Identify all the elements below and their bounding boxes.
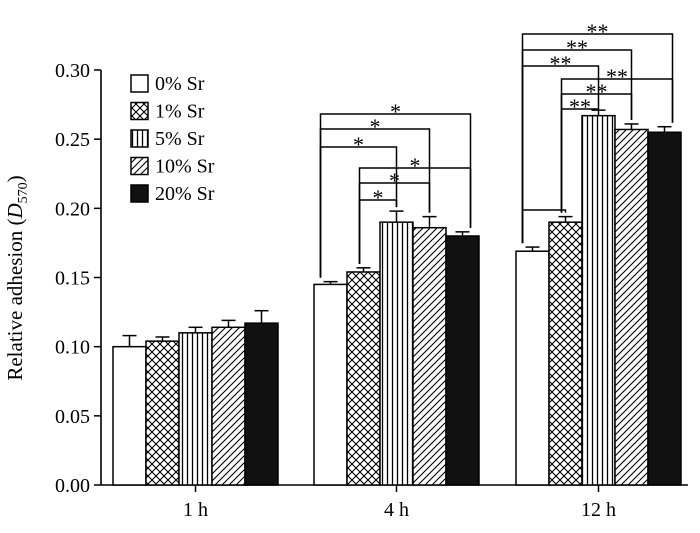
legend-label: 10% Sr [155, 156, 215, 178]
significance-bracket [319, 146, 398, 278]
bar [548, 221, 583, 486]
legend-label: 1% Sr [155, 101, 205, 123]
legend-swatch [130, 184, 149, 203]
y-axis-title-text: Relative adhesion [3, 230, 27, 380]
significance-label: * [370, 114, 381, 139]
x-tick-label: 4 h [384, 499, 409, 521]
x-tick-label: 1 h [183, 499, 208, 521]
significance-bracket [358, 199, 398, 264]
y-tick-label: 0.25 [55, 129, 90, 151]
bar [515, 250, 550, 486]
y-axis-title-paren-open: ( [3, 219, 27, 226]
legend-swatch [130, 156, 149, 176]
bar [581, 114, 616, 486]
bar [313, 283, 348, 486]
y-axis-title-paren-close: ) [3, 175, 27, 182]
y-axis-title: Relative adhesion (D570) [3, 175, 31, 380]
legend-label: 5% Sr [155, 128, 205, 150]
bar [112, 345, 147, 486]
y-tick-label: 0.00 [55, 475, 90, 497]
bar [412, 226, 447, 486]
bars [112, 109, 682, 486]
significance-label: * [373, 185, 384, 210]
bar [145, 340, 180, 486]
significance-label: * [353, 132, 364, 157]
y-tick-label: 0.30 [55, 60, 90, 82]
x-tick-label: 12 h [581, 499, 616, 521]
bar [445, 235, 480, 486]
legend: 0% Sr 1% Sr 5% Sr 10% Sr 20% Sr [130, 73, 215, 205]
bar [211, 326, 246, 486]
legend-swatch [130, 101, 149, 121]
y-tick-label: 0.05 [55, 406, 90, 428]
y-tick-label: 0.15 [55, 268, 90, 290]
significance-label: ** [550, 51, 572, 76]
legend-swatch [130, 129, 149, 148]
legend-label: 0% Sr [155, 73, 205, 95]
bar [379, 221, 414, 486]
bar [647, 131, 682, 486]
y-tick-label: 0.20 [55, 198, 90, 220]
significance-bracket [560, 106, 600, 213]
significance-label: ** [587, 19, 609, 44]
x-ticks: 1 h 4 h 12 h [183, 485, 616, 521]
significance-label: * [389, 168, 400, 193]
y-axis-title-subscript: 570 [16, 182, 31, 203]
y-ticks: 0.00 0.05 0.10 0.15 0.20 0.25 0.30 [55, 60, 101, 497]
significance-label: * [410, 153, 421, 178]
significance-label: ** [586, 79, 608, 104]
y-tick-label: 0.10 [55, 337, 90, 359]
significance-bracket [521, 209, 567, 244]
y-axis-title-symbol: D [3, 203, 27, 219]
bar [346, 271, 381, 486]
bar [178, 332, 213, 486]
bar [244, 322, 279, 486]
significance-label: * [390, 99, 401, 124]
legend-swatch [130, 74, 149, 93]
bar [614, 128, 649, 486]
significance-label: ** [606, 64, 628, 89]
significance-label: ** [569, 94, 591, 119]
significance-label: ** [566, 35, 588, 60]
significance-brackets: ****************** [319, 19, 674, 278]
significance-bracket [521, 65, 600, 244]
legend-label: 20% Sr [155, 183, 215, 205]
